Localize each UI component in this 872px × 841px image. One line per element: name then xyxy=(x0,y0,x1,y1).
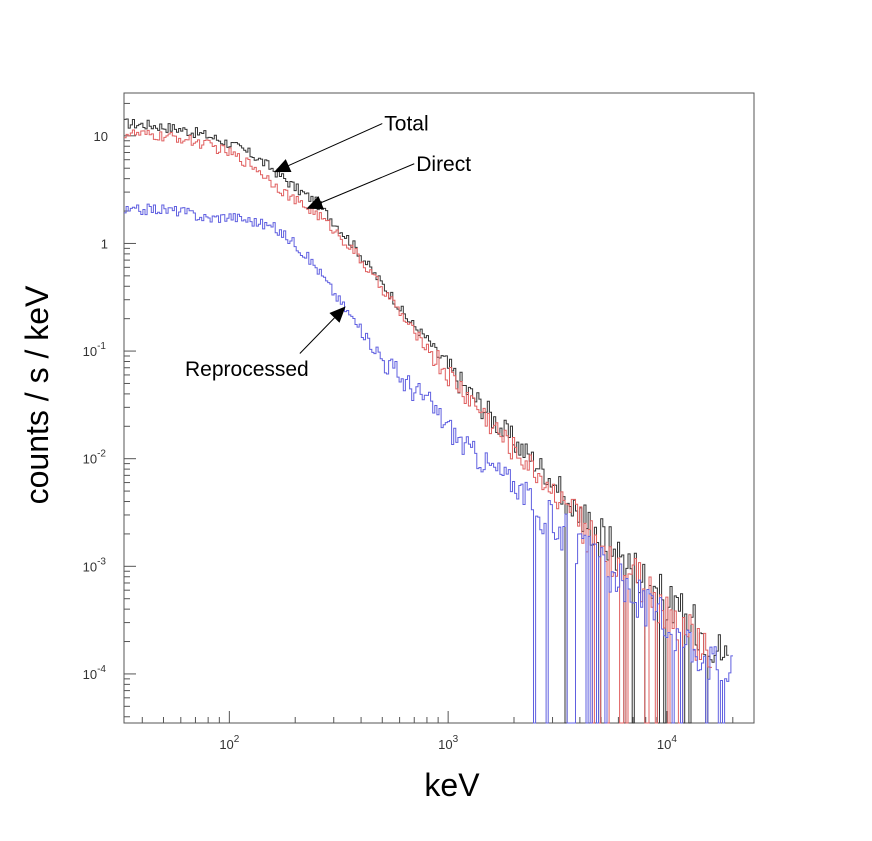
x-axis-title: keV xyxy=(424,767,480,803)
annotation-label-direct: Direct xyxy=(416,153,471,176)
annotation-arrow-line xyxy=(288,123,383,167)
annotation-arrow-head xyxy=(329,306,346,323)
annotation-label-total: Total xyxy=(384,113,428,136)
series-layer xyxy=(124,118,733,724)
y-tick-label: 10-1 xyxy=(83,341,107,359)
y-axis-title: counts / s / keV xyxy=(19,285,55,504)
series-line-reprocessed xyxy=(124,203,733,724)
annotation-arrow-line xyxy=(320,163,415,204)
minor-ticks xyxy=(124,102,734,723)
series-line-direct xyxy=(124,129,712,724)
y-axis-ticks: 10 1 10-1 10-2 10-3 10-4 xyxy=(83,129,108,682)
y-tick-label: 10-2 xyxy=(83,449,107,467)
y-tick-label: 10-3 xyxy=(83,556,107,574)
annotation-layer: Total Direct Reprocessed xyxy=(185,113,471,381)
annotation-arrow-head xyxy=(306,196,324,210)
annotation-arrow-line xyxy=(299,317,335,354)
plot-frame xyxy=(123,92,755,724)
annotation-label-reprocessed: Reprocessed xyxy=(185,358,309,381)
x-axis-ticks: 102 103 104 xyxy=(219,734,677,752)
x-tick-label: 102 xyxy=(219,734,239,752)
y-tick-label: 10-4 xyxy=(83,664,107,682)
annotation-arrow-head xyxy=(274,159,292,173)
series-line-total xyxy=(124,118,729,724)
y-tick-label: 1 xyxy=(101,236,108,251)
x-tick-label: 103 xyxy=(438,734,458,752)
x-tick-label: 104 xyxy=(657,734,677,752)
y-tick-label: 10 xyxy=(94,129,108,144)
